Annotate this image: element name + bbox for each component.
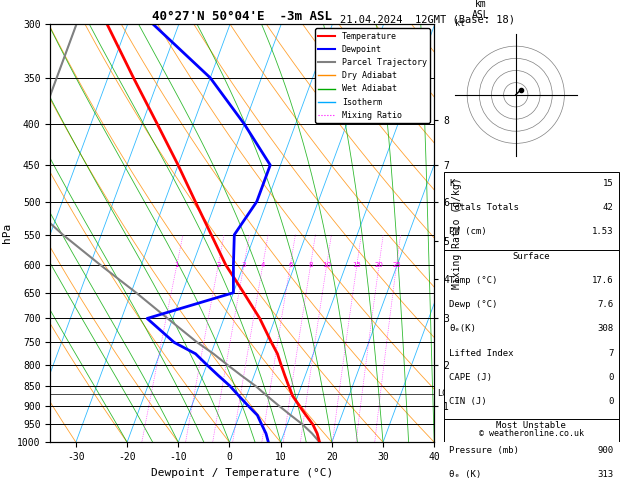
Text: θₑ (K): θₑ (K)	[449, 470, 481, 479]
Text: 2: 2	[216, 262, 221, 268]
Text: PW (cm): PW (cm)	[449, 227, 487, 236]
Text: LCL: LCL	[437, 389, 452, 399]
Text: 15: 15	[352, 262, 361, 268]
Text: Lifted Index: Lifted Index	[449, 348, 513, 358]
Text: Surface: Surface	[513, 252, 550, 260]
FancyBboxPatch shape	[443, 172, 619, 256]
FancyBboxPatch shape	[443, 419, 619, 486]
Text: Temp (°C): Temp (°C)	[449, 276, 498, 285]
Text: © weatheronline.co.uk: © weatheronline.co.uk	[479, 429, 584, 438]
Text: 25: 25	[392, 262, 401, 268]
Text: 42: 42	[603, 203, 613, 212]
Text: θₑ(K): θₑ(K)	[449, 324, 476, 333]
Text: 7.6: 7.6	[598, 300, 613, 309]
X-axis label: Dewpoint / Temperature (°C): Dewpoint / Temperature (°C)	[151, 468, 333, 478]
Text: 17.6: 17.6	[592, 276, 613, 285]
FancyBboxPatch shape	[443, 250, 619, 426]
Text: 7: 7	[608, 348, 613, 358]
Text: K: K	[449, 179, 454, 188]
Text: 0: 0	[608, 397, 613, 406]
Text: Pressure (mb): Pressure (mb)	[449, 446, 519, 454]
Y-axis label: Mixing Ratio (g/kg): Mixing Ratio (g/kg)	[452, 177, 462, 289]
Text: 10: 10	[322, 262, 331, 268]
Text: 15: 15	[603, 179, 613, 188]
Text: Totals Totals: Totals Totals	[449, 203, 519, 212]
Text: km
ASL: km ASL	[472, 0, 489, 20]
Text: CAPE (J): CAPE (J)	[449, 373, 492, 382]
Text: 1.53: 1.53	[592, 227, 613, 236]
Title: 40°27'N 50°04'E  -3m ASL: 40°27'N 50°04'E -3m ASL	[152, 10, 332, 23]
Text: 308: 308	[598, 324, 613, 333]
Text: kt: kt	[455, 18, 465, 28]
Text: 1: 1	[175, 262, 179, 268]
Text: Dewp (°C): Dewp (°C)	[449, 300, 498, 309]
Text: 4: 4	[260, 262, 265, 268]
Text: 313: 313	[598, 470, 613, 479]
Text: CIN (J): CIN (J)	[449, 397, 487, 406]
Text: 21.04.2024  12GMT (Base: 18): 21.04.2024 12GMT (Base: 18)	[340, 15, 515, 25]
Text: 6: 6	[288, 262, 292, 268]
Text: Most Unstable: Most Unstable	[496, 421, 566, 431]
Text: 20: 20	[375, 262, 384, 268]
Text: 900: 900	[598, 446, 613, 454]
Text: 0: 0	[608, 373, 613, 382]
Legend: Temperature, Dewpoint, Parcel Trajectory, Dry Adiabat, Wet Adiabat, Isotherm, Mi: Temperature, Dewpoint, Parcel Trajectory…	[315, 29, 430, 123]
Text: 3: 3	[242, 262, 246, 268]
Text: 8: 8	[308, 262, 313, 268]
Y-axis label: hPa: hPa	[1, 223, 11, 243]
